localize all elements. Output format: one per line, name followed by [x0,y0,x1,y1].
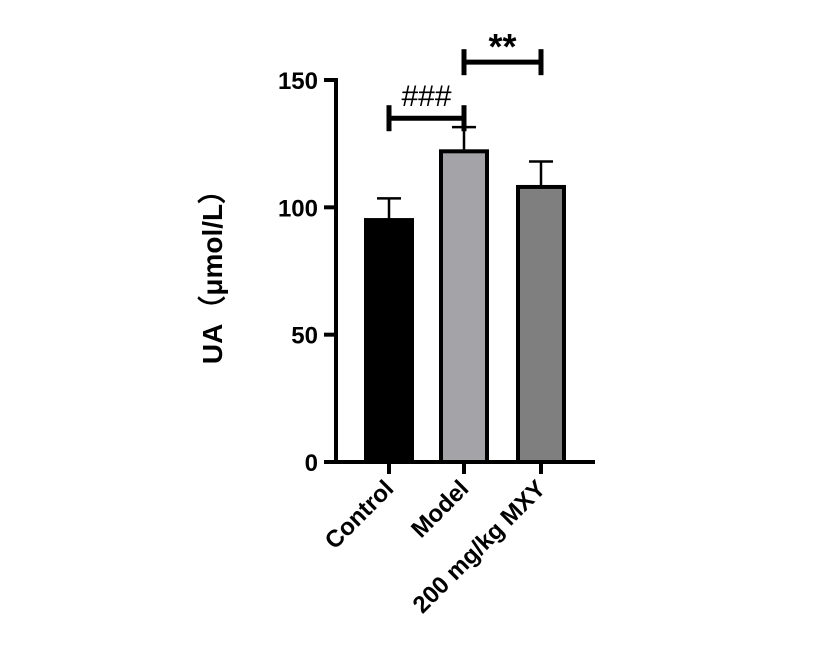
y-tick-label: 0 [305,450,318,477]
x-tick-label: 200 mg/kg MXY [408,475,552,619]
x-tick-label: Model [406,475,474,543]
y-tick-label: 150 [278,68,318,95]
x-tick-label: Control [320,475,399,554]
y-tick-label: 100 [278,195,318,222]
significance-label: ### [401,80,451,113]
bar [364,218,414,464]
significance-label: ** [488,26,516,67]
bar [516,184,566,465]
y-tick-label: 50 [291,323,318,350]
y-axis-label: UA（μmol/L） [196,176,228,364]
bar [439,149,489,464]
